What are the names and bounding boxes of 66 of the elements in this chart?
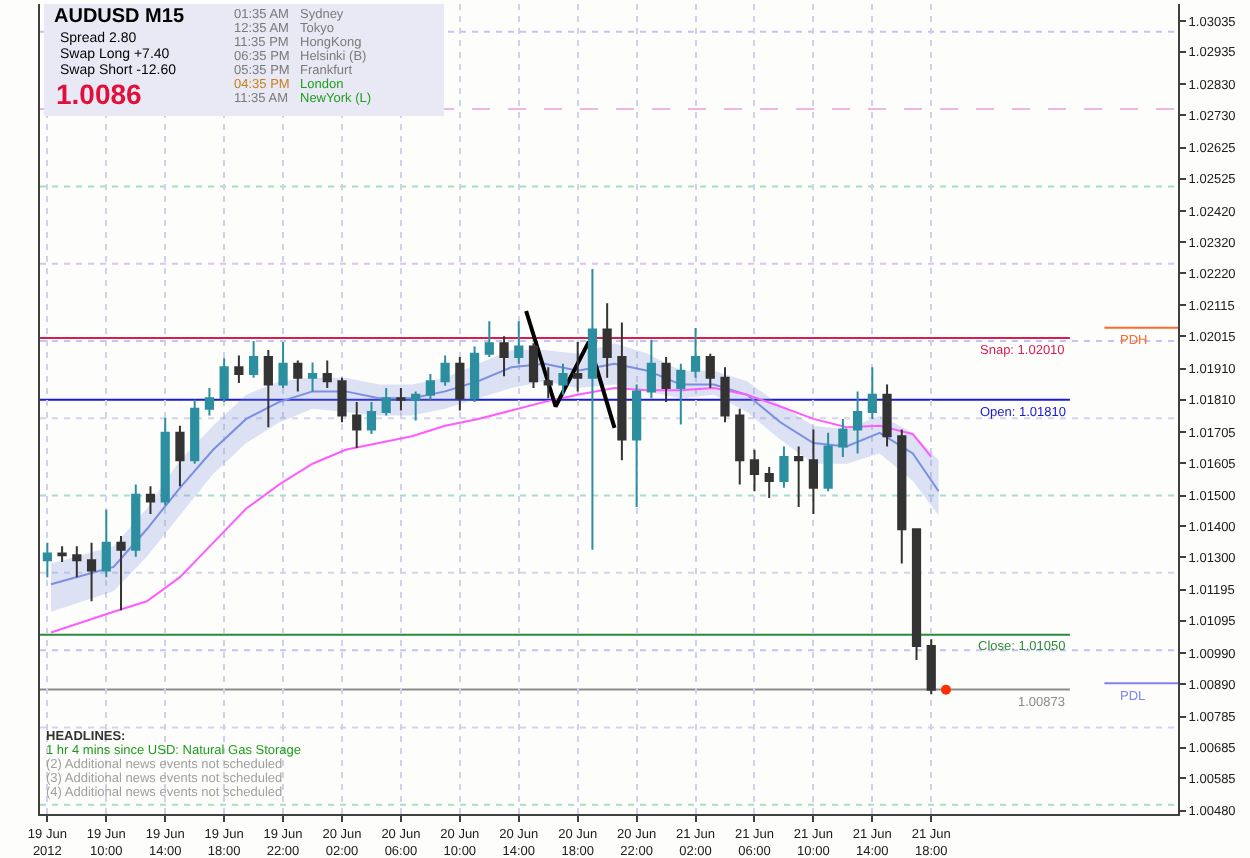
chart-title: AUDUSD M15 (54, 6, 185, 28)
candlestick (602, 302, 612, 379)
candlestick (867, 366, 877, 420)
line-series (50, 386, 933, 634)
candlestick (690, 327, 701, 379)
candlestick (278, 340, 288, 389)
candlestick (484, 320, 494, 359)
candlestick (882, 383, 892, 448)
candlestick (661, 356, 671, 403)
candlestick (764, 466, 774, 500)
candlestick (352, 400, 362, 449)
candlestick (632, 383, 642, 508)
candlestick (543, 366, 553, 400)
candlestick (42, 541, 52, 579)
candlestick (440, 354, 450, 387)
candlestick (646, 338, 656, 400)
candlestick (322, 359, 332, 389)
candlestick (469, 345, 480, 403)
candlestick (926, 638, 936, 696)
candlestick (676, 362, 686, 426)
candlestick (145, 485, 156, 516)
candlestick (573, 340, 583, 393)
line-series (50, 362, 940, 586)
line-series (524, 309, 617, 430)
candlestick (587, 267, 598, 551)
candlestick (293, 359, 303, 393)
candlestick (617, 321, 627, 462)
candlestick (794, 445, 804, 508)
candlestick (366, 400, 377, 436)
candlestick (411, 390, 421, 422)
candlestick (249, 339, 259, 379)
candlestick (735, 407, 745, 486)
candlestick (337, 376, 347, 424)
annotation: 1.0086 (56, 78, 142, 110)
candlestick (219, 357, 229, 403)
candlestick (396, 386, 406, 412)
candlestick (499, 335, 509, 378)
candlestick (720, 366, 730, 424)
candlestick (779, 445, 789, 489)
candlestick (86, 541, 97, 603)
candlestick (116, 535, 126, 612)
candlestick (234, 354, 244, 385)
candlestick (307, 361, 318, 393)
candlestick (455, 356, 465, 412)
candlestick (57, 545, 67, 564)
candlestick (852, 390, 863, 455)
candlestick (190, 398, 200, 465)
candlestick (749, 448, 760, 493)
candlestick (558, 362, 568, 396)
candlestick (175, 424, 185, 488)
candlestick (838, 417, 848, 458)
candlestick (808, 428, 818, 516)
candlestick (823, 431, 833, 493)
candlestick (897, 428, 907, 565)
candlestick (425, 373, 435, 401)
candlestick (528, 342, 539, 389)
candlestick (101, 508, 111, 579)
candlestick (160, 416, 170, 507)
candlestick (263, 348, 273, 429)
candlestick (705, 352, 715, 389)
candlestick (381, 386, 391, 417)
candlestick (72, 545, 82, 579)
candlestick (514, 320, 524, 365)
candlestick (911, 528, 922, 662)
candlestick (131, 483, 141, 558)
candlestick (204, 386, 215, 417)
